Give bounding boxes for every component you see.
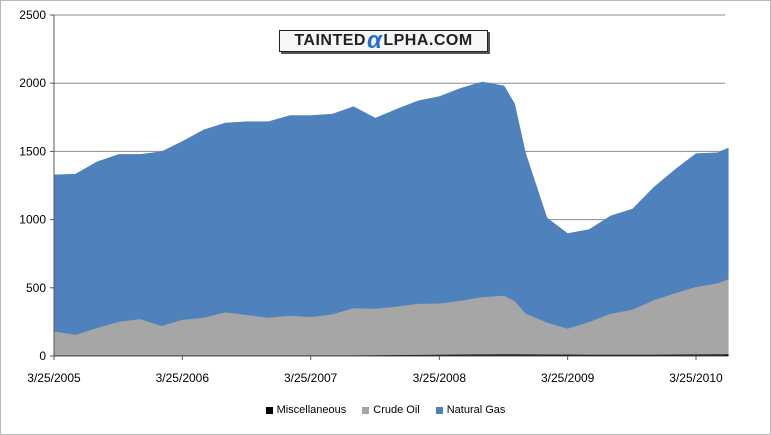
x-tick-label: 3/25/2005	[27, 371, 81, 385]
watermark-alpha: α	[366, 27, 383, 54]
y-tick-label: 2000	[19, 76, 46, 90]
area-series-natural-gas	[53, 81, 729, 336]
y-tick-label: 1000	[19, 213, 46, 227]
legend-swatch-crude-oil	[362, 406, 370, 414]
legend-swatch-miscellaneous	[265, 406, 273, 414]
y-tick-label: 1500	[19, 144, 46, 158]
watermark-suffix: LPHA.COM	[383, 32, 473, 49]
legend-label-crude-oil: Crude Oil	[373, 404, 420, 416]
y-tick-label: 500	[26, 281, 46, 295]
legend: Miscellaneous Crude Oil Natural Gas	[0, 404, 771, 416]
legend-swatch-natural-gas	[435, 406, 443, 414]
legend-item-miscellaneous: Miscellaneous	[265, 404, 347, 416]
x-tick-label: 3/25/2010	[669, 371, 723, 385]
x-tick-label: 3/25/2008	[413, 371, 467, 385]
x-tick-label: 3/25/2006	[156, 371, 210, 385]
legend-item-natural-gas: Natural Gas	[435, 404, 506, 416]
legend-item-crude-oil: Crude Oil	[362, 404, 420, 416]
y-tick-label: 2500	[19, 8, 46, 22]
x-tick-label: 3/25/2009	[541, 371, 595, 385]
legend-label-natural-gas: Natural Gas	[446, 404, 506, 416]
watermark-logo: TAINTED α LPHA.COM	[279, 27, 488, 54]
legend-label-miscellaneous: Miscellaneous	[276, 404, 347, 416]
x-tick-label: 3/25/2007	[284, 371, 338, 385]
watermark-prefix: TAINTED	[294, 32, 366, 49]
y-tick-label: 0	[39, 349, 46, 363]
